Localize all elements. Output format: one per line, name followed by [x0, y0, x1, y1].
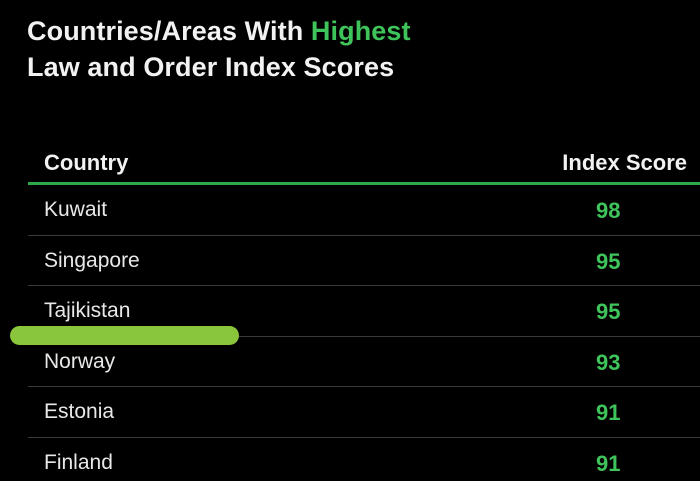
table-header: Country Index Score: [28, 136, 700, 185]
score-cell: 95: [596, 248, 621, 274]
table-row: Singapore 95: [28, 236, 700, 286]
country-cell: Singapore: [44, 248, 140, 272]
country-cell: Norway: [44, 349, 116, 373]
score-cell: 91: [596, 400, 621, 425]
column-header-score: Index Score: [562, 150, 687, 175]
table-body: Kuwait 98 Singapore 95 Tajikistan 95 Norway 93 E…: [28, 185, 700, 481]
table-row: Finland 91: [28, 438, 700, 481]
title-prefix: Countries/Areas With: [27, 16, 311, 46]
score-cell: 98: [596, 198, 621, 223]
score-cell: 95: [596, 299, 621, 324]
table-row: Tajikistan 95: [28, 286, 700, 337]
country-cell: Tajikistan: [44, 299, 131, 322]
table-row: Kuwait 98: [28, 185, 700, 236]
chart-title: Countries/Areas With Highest Law and Ord…: [27, 13, 411, 85]
country-cell: Finland: [44, 450, 113, 474]
scores-table: Country Index Score Kuwait 98 Singapore 95 T…: [28, 136, 700, 481]
score-cell: 93: [596, 349, 621, 375]
table-row: Estonia 91: [28, 387, 700, 438]
column-header-country: Country: [44, 150, 129, 175]
table-row: Norway 93: [28, 337, 700, 387]
country-cell: Kuwait: [44, 198, 108, 221]
score-cell: 91: [596, 450, 621, 476]
green-highlight-stroke: [10, 326, 239, 345]
title-line-2: Law and Order Index Scores: [27, 52, 395, 82]
title-highlight: Highest: [310, 16, 411, 46]
country-cell: Estonia: [44, 400, 115, 423]
